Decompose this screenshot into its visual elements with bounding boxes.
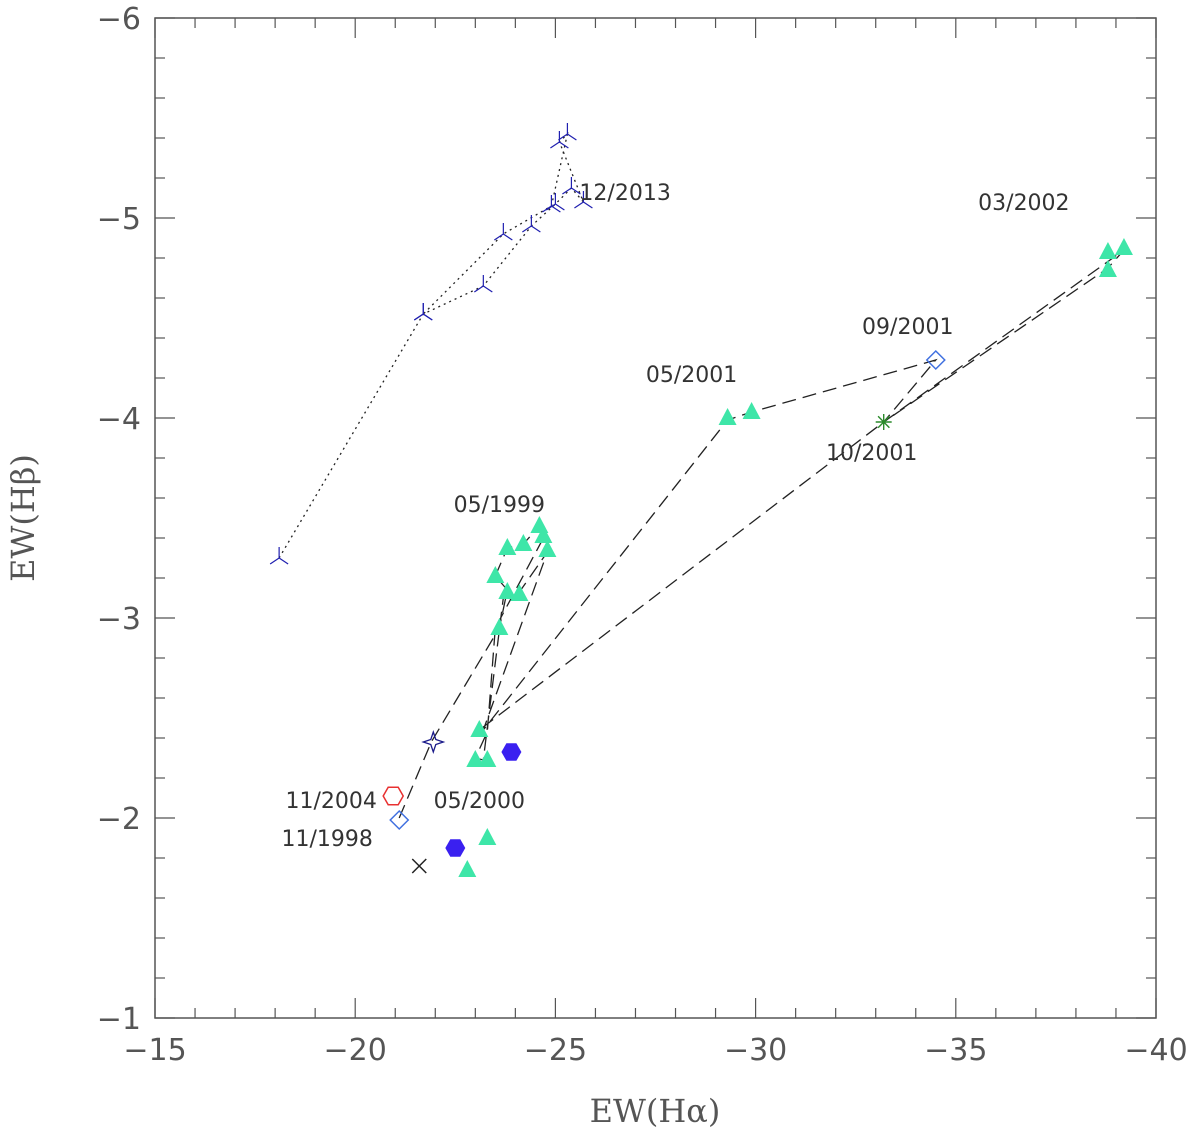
triangle-marker (466, 750, 485, 767)
hexagon-marker (501, 743, 522, 761)
triangle-marker (534, 526, 553, 543)
tripod-marker (494, 223, 513, 241)
hexagon-open-marker (382, 786, 405, 806)
y-tick-label: −1 (97, 1002, 141, 1037)
tripod-marker (413, 303, 433, 321)
x-tick-label: −30 (724, 1033, 787, 1068)
tripod-marker (550, 131, 569, 149)
triangle-marker (498, 582, 517, 599)
y-tick-label: −5 (97, 202, 141, 237)
date-label: 05/2000 (434, 789, 525, 814)
y-tick-label: −2 (97, 802, 141, 837)
triangle-marker (478, 750, 497, 767)
triangle-marker (514, 534, 533, 551)
axis-tick-labels: −15 −20 −25 −30 −35 −40 −1 −2 −3 −4 −5 −6 (97, 2, 1188, 1068)
date-label: 11/2004 (285, 789, 376, 814)
triangle-marker (486, 566, 505, 583)
triangle-marker (1114, 238, 1133, 255)
triangle-marker (470, 720, 489, 737)
diamond-marker (389, 809, 410, 831)
x-tick-label: −20 (324, 1033, 387, 1068)
diamond-marker (925, 349, 946, 371)
tripod-marker (574, 191, 593, 209)
date-label: 05/2001 (646, 363, 737, 388)
tripod-marker (542, 195, 561, 213)
date-label: 12/2013 (579, 181, 670, 206)
x-tick-label: −40 (1124, 1033, 1187, 1068)
triangle-marker (510, 584, 529, 601)
x-axis-title: EW(Hα) (590, 1092, 721, 1130)
data-markers (269, 123, 1133, 877)
date-annotations: 12/2013 03/2002 09/2001 05/2001 10/2001 05/19… (281, 181, 1069, 852)
tripod-marker (522, 215, 541, 233)
track-lines (278, 131, 1125, 819)
triangle-marker (1098, 260, 1117, 277)
hexagon-marker (445, 839, 466, 857)
triangle-marker (742, 402, 761, 419)
y-tick-label: −3 (97, 602, 141, 637)
asterisk-marker (875, 414, 892, 430)
dashed-track-line (398, 249, 1125, 819)
y-tick-label: −6 (97, 2, 141, 37)
triangle-marker (498, 538, 517, 555)
tripod-marker (562, 177, 581, 195)
triangle-marker (458, 860, 477, 877)
tripod-marker (269, 547, 289, 565)
date-label: 09/2001 (862, 315, 953, 340)
plot-frame (154, 17, 1157, 1019)
cross-marker (411, 858, 427, 874)
triangle-marker (1098, 242, 1117, 259)
date-label: 05/1999 (454, 493, 545, 518)
axis-ticks (154, 17, 1157, 1019)
tripod-marker (558, 123, 577, 141)
star-marker (421, 729, 446, 755)
triangle-marker (478, 828, 497, 845)
x-tick-label: −25 (524, 1033, 587, 1068)
y-axis-title: EW(Hβ) (4, 454, 42, 582)
x-tick-label: −35 (924, 1033, 987, 1068)
date-label: 10/2001 (826, 441, 917, 466)
triangle-marker (538, 540, 557, 557)
date-label: 11/1998 (281, 827, 372, 852)
x-tick-label: −15 (123, 1033, 186, 1068)
triangle-marker (718, 408, 737, 425)
y-tick-label: −4 (97, 402, 141, 437)
date-label: 03/2002 (978, 191, 1069, 216)
triangle-marker (490, 618, 509, 635)
tripod-marker (473, 275, 493, 293)
